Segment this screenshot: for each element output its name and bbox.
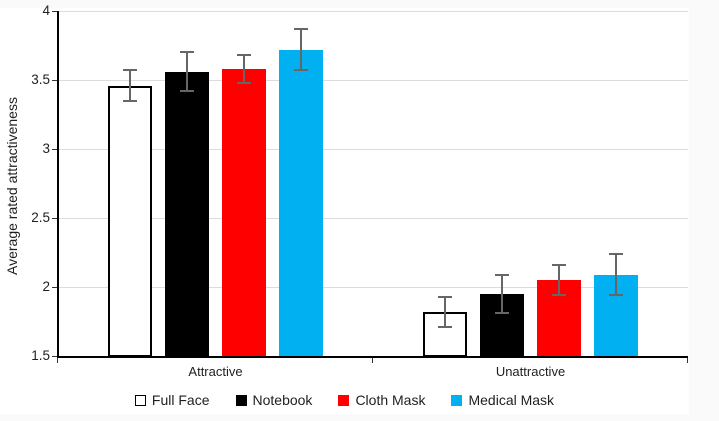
error-bar-notebook-attractive: [186, 52, 188, 92]
error-cap-bottom-full-face-unattractive: [438, 326, 452, 329]
legend-label: Cloth Mask: [355, 392, 426, 408]
error-cap-top-cloth-mask-attractive: [237, 54, 251, 57]
y-tick-label: 2: [42, 279, 50, 294]
error-bar-full-face-unattractive: [444, 296, 446, 328]
legend-swatch-cloth-mask: [338, 394, 350, 406]
error-cap-bottom-notebook-unattractive: [495, 312, 509, 315]
y-tick-mark: [52, 11, 58, 12]
gridline: [58, 11, 688, 12]
error-cap-top-full-face-unattractive: [438, 295, 452, 298]
legend-label: Medical Mask: [468, 392, 555, 408]
legend-label: Full Face: [151, 392, 210, 408]
y-tick-mark: [52, 80, 58, 81]
error-bar-cloth-mask-attractive: [243, 55, 245, 83]
legend-item-cloth-mask: Cloth Mask: [338, 392, 425, 408]
y-axis-title: Average rated attractiveness: [4, 97, 20, 275]
error-cap-top-medical-mask-unattractive: [609, 252, 623, 255]
bar-full-face-attractive: [108, 85, 152, 357]
error-bar-full-face-attractive: [129, 70, 131, 101]
y-tick-label: 4: [42, 3, 50, 18]
bar-notebook-attractive: [165, 71, 209, 357]
error-bar-cloth-mask-unattractive: [558, 264, 560, 296]
bar-cloth-mask-attractive: [222, 68, 266, 357]
y-tick-mark: [52, 218, 58, 219]
x-tick-mark: [372, 356, 373, 363]
y-tick-mark: [52, 356, 58, 357]
gridline: [58, 218, 688, 219]
error-cap-top-notebook-unattractive: [495, 273, 509, 276]
x-category-label-attractive: Attractive: [188, 364, 243, 379]
y-tick-label: 3: [42, 141, 50, 156]
y-tick-mark: [52, 287, 58, 288]
gridline: [58, 80, 688, 81]
x-tick-mark: [687, 356, 688, 363]
y-tick-label: 1.5: [31, 348, 50, 363]
x-tick-mark: [57, 356, 58, 363]
error-bar-medical-mask-unattractive: [615, 253, 617, 296]
bar-medical-mask-attractive: [279, 49, 323, 357]
legend-item-full-face: Full Face: [134, 392, 210, 408]
gridline: [58, 287, 688, 288]
legend-swatch-notebook: [235, 394, 247, 406]
error-cap-top-medical-mask-attractive: [294, 27, 308, 30]
y-tick-mark: [52, 149, 58, 150]
error-cap-bottom-notebook-attractive: [180, 90, 194, 93]
y-tick-label: 3.5: [31, 72, 50, 87]
y-tick-label: 2.5: [31, 210, 50, 225]
legend-item-medical-mask: Medical Mask: [451, 392, 554, 408]
error-cap-bottom-medical-mask-attractive: [294, 69, 308, 72]
y-axis-line: [57, 11, 59, 357]
legend-swatch-full-face: [134, 394, 146, 406]
legend-label: Notebook: [252, 392, 313, 408]
error-cap-bottom-cloth-mask-unattractive: [552, 294, 566, 297]
error-cap-top-notebook-attractive: [180, 51, 194, 54]
error-bar-medical-mask-attractive: [300, 28, 302, 71]
x-category-label-unattractive: Unattractive: [495, 364, 566, 379]
legend: Full Face Notebook Cloth Mask Medical Mask: [0, 392, 689, 408]
error-cap-top-full-face-attractive: [123, 69, 137, 72]
error-cap-top-cloth-mask-unattractive: [552, 263, 566, 266]
legend-item-notebook: Notebook: [235, 392, 313, 408]
error-cap-bottom-full-face-attractive: [123, 99, 137, 102]
legend-swatch-medical-mask: [451, 394, 463, 406]
error-bar-notebook-unattractive: [501, 274, 503, 314]
gridline: [58, 149, 688, 150]
error-cap-bottom-cloth-mask-attractive: [237, 81, 251, 84]
x-axis-line: [57, 356, 688, 358]
error-cap-bottom-medical-mask-unattractive: [609, 294, 623, 297]
